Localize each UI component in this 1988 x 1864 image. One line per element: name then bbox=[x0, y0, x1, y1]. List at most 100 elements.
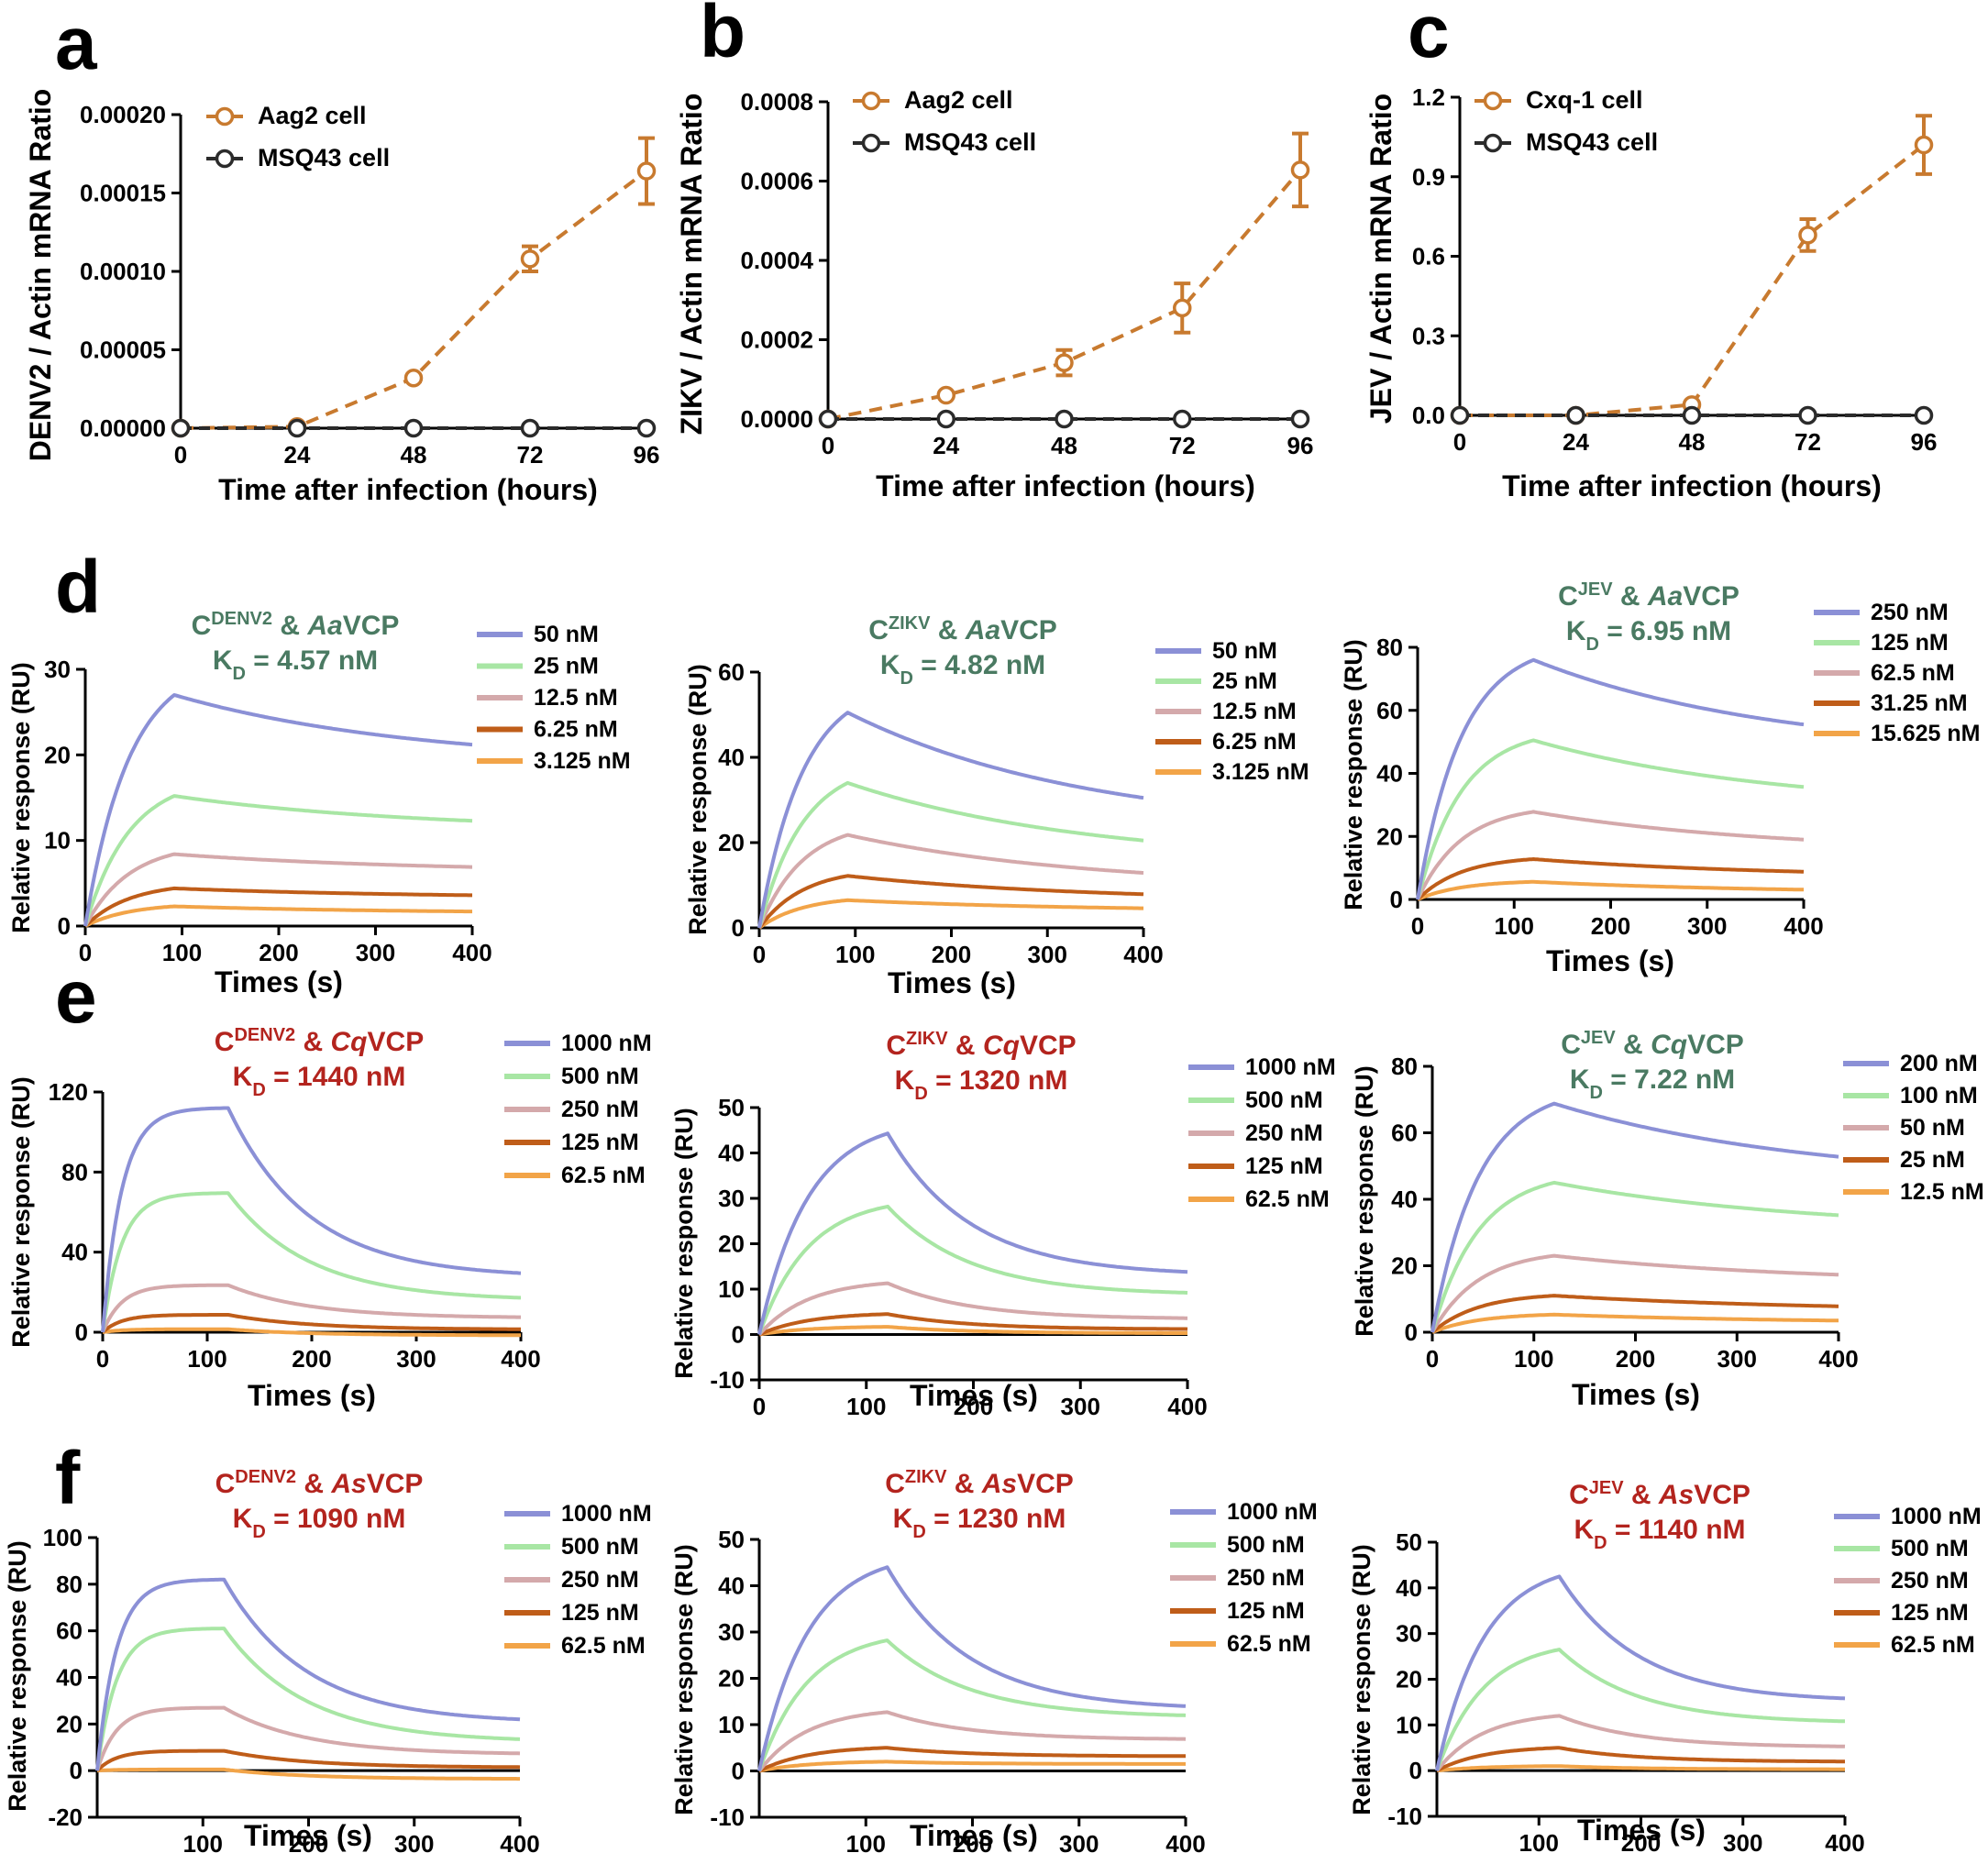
x-axis-title: Times (s) bbox=[248, 1379, 376, 1412]
legend: 1000 nM 500 nM 250 nM 125 nM 62.5 nM bbox=[1834, 1504, 1982, 1658]
title-part: VCP bbox=[1017, 1469, 1074, 1499]
legend: 200 nM 100 nM 50 nM 25 nM 12.5 nM bbox=[1843, 1051, 1984, 1205]
axes bbox=[83, 669, 472, 928]
series-primary: Aag2 cell bbox=[818, 86, 1310, 429]
x-tick-label: 100 bbox=[835, 941, 875, 968]
data-point bbox=[636, 418, 657, 438]
y-tick-label: 100 bbox=[43, 1524, 83, 1551]
x-tick-label: 100 bbox=[846, 1393, 886, 1420]
y-tick-label: 40 bbox=[1396, 1574, 1422, 1602]
chart-3: c 0.0 0.3 0.6 0.9 1.2 0 24 48 72 96 Time after infe… bbox=[1364, 0, 1937, 502]
kd-part: K bbox=[1570, 1064, 1590, 1095]
data-point bbox=[1173, 298, 1192, 318]
legend-label: 500 nM bbox=[1891, 1536, 1969, 1561]
title-part: Cq bbox=[1651, 1030, 1687, 1060]
kd-part: D bbox=[232, 664, 245, 684]
kd-part: = 1090 nM bbox=[266, 1504, 406, 1534]
y-tick-label: 10 bbox=[44, 827, 71, 855]
y-tick-label: 0 bbox=[732, 914, 745, 942]
y-tick-label: 0.9 bbox=[1412, 163, 1445, 191]
panel-label: a bbox=[55, 2, 98, 85]
y-tick-label: 30 bbox=[718, 1618, 745, 1646]
kd-part: = 1320 nM bbox=[928, 1065, 1068, 1096]
kd-value: KD = 4.57 nM bbox=[213, 645, 378, 684]
kd-part: K bbox=[895, 1065, 915, 1096]
legend-label: MSQ43 cell bbox=[258, 144, 390, 171]
legend-label: 1000 nM bbox=[1245, 1054, 1336, 1080]
y-tick-label: 60 bbox=[718, 658, 745, 686]
x-tick-label: 200 bbox=[1621, 1829, 1661, 1857]
y-tick-label: -10 bbox=[710, 1803, 745, 1831]
curves bbox=[101, 1106, 522, 1338]
legend-label: 125 nM bbox=[1245, 1153, 1323, 1179]
legend-marker bbox=[215, 106, 235, 127]
y-tick-label: 10 bbox=[718, 1275, 745, 1303]
title-part: C bbox=[885, 1469, 905, 1499]
legend-label: 1000 nM bbox=[561, 1031, 652, 1056]
chart-title: CJEV & CqVCP bbox=[1561, 1028, 1744, 1060]
y-tick-label: 20 bbox=[44, 741, 71, 768]
legend-label: Cxq-1 cell bbox=[1526, 86, 1643, 114]
title-part: C bbox=[192, 611, 212, 641]
y-tick-label: 20 bbox=[718, 829, 745, 856]
y-axis-title: Relative response (RU) bbox=[684, 664, 712, 935]
y-tick-label: 20 bbox=[1391, 1252, 1418, 1280]
chart-5: 0 20 40 60 0 100 200 300 400 Times (s) Relative re… bbox=[684, 613, 1309, 999]
data-point bbox=[818, 409, 838, 429]
kd-part: D bbox=[900, 668, 912, 689]
y-tick-label: 30 bbox=[44, 656, 71, 683]
legend: 1000 nM 500 nM 250 nM 125 nM 62.5 nM bbox=[504, 1501, 652, 1659]
data-point bbox=[1290, 409, 1310, 429]
kd-part: D bbox=[1585, 634, 1598, 655]
x-axis-title: Times (s) bbox=[215, 965, 343, 998]
series-curve bbox=[757, 874, 1144, 930]
chart-title: CZIKV & AaVCP bbox=[868, 613, 1057, 645]
x-tick-label: 400 bbox=[1825, 1829, 1864, 1857]
series-curve bbox=[1431, 1312, 1839, 1334]
series-curve bbox=[1430, 1294, 1839, 1334]
x-tick-label: 400 bbox=[500, 1830, 539, 1858]
data-point bbox=[1798, 405, 1817, 425]
legend: 1000 nM 500 nM 250 nM 125 nM 62.5 nM bbox=[1188, 1054, 1336, 1212]
y-axis-title: Relative response (RU) bbox=[670, 1108, 698, 1379]
y-tick-label: -10 bbox=[710, 1366, 745, 1394]
chart-title: CJEV & AsVCP bbox=[1569, 1478, 1751, 1510]
legend-label: 3.125 nM bbox=[534, 748, 631, 774]
legend-label: 62.5 nM bbox=[1891, 1632, 1975, 1658]
x-tick-label: 0 bbox=[753, 941, 766, 968]
title-part: VCP bbox=[367, 1469, 424, 1499]
title-part: & bbox=[272, 611, 307, 641]
data-point bbox=[1566, 405, 1585, 425]
legend-label: 25 nM bbox=[534, 654, 599, 679]
y-tick-label: 0.0004 bbox=[740, 247, 813, 274]
legend: 1000 nM 500 nM 250 nM 125 nM 62.5 nM bbox=[504, 1031, 652, 1188]
axes bbox=[1430, 1066, 1839, 1334]
curves bbox=[1435, 1574, 1846, 1773]
title-part: As bbox=[981, 1469, 1017, 1499]
legend-label: 25 nM bbox=[1900, 1147, 1965, 1173]
series-curve bbox=[95, 1577, 521, 1771]
kd-part: D bbox=[912, 1522, 925, 1542]
y-tick-label: 0 bbox=[1409, 1757, 1422, 1784]
chart-title: CDENV2 & AsVCP bbox=[215, 1467, 424, 1499]
legend: 50 nM 25 nM 12.5 nM 6.25 nM 3.125 nM bbox=[1155, 638, 1309, 785]
series-curve bbox=[1436, 1764, 1845, 1773]
data-point bbox=[636, 161, 657, 181]
kd-part: D bbox=[252, 1080, 265, 1100]
x-tick-label: 200 bbox=[292, 1345, 331, 1373]
title-part: Aa bbox=[965, 615, 1000, 645]
series-primary: Aag2 cell bbox=[171, 102, 657, 438]
kd-part: K bbox=[213, 645, 233, 676]
series-curve bbox=[1416, 657, 1805, 900]
y-tick-label: 40 bbox=[718, 744, 745, 771]
kd-value: KD = 1320 nM bbox=[895, 1065, 1068, 1104]
kd-part: D bbox=[914, 1084, 927, 1104]
series-curve bbox=[84, 904, 472, 928]
x-axis-title: Times (s) bbox=[888, 966, 1016, 999]
title-part: & bbox=[948, 1031, 983, 1061]
legend-label: 500 nM bbox=[1227, 1532, 1305, 1558]
title-part: Aa bbox=[306, 611, 342, 641]
title-part: C bbox=[1558, 581, 1578, 612]
